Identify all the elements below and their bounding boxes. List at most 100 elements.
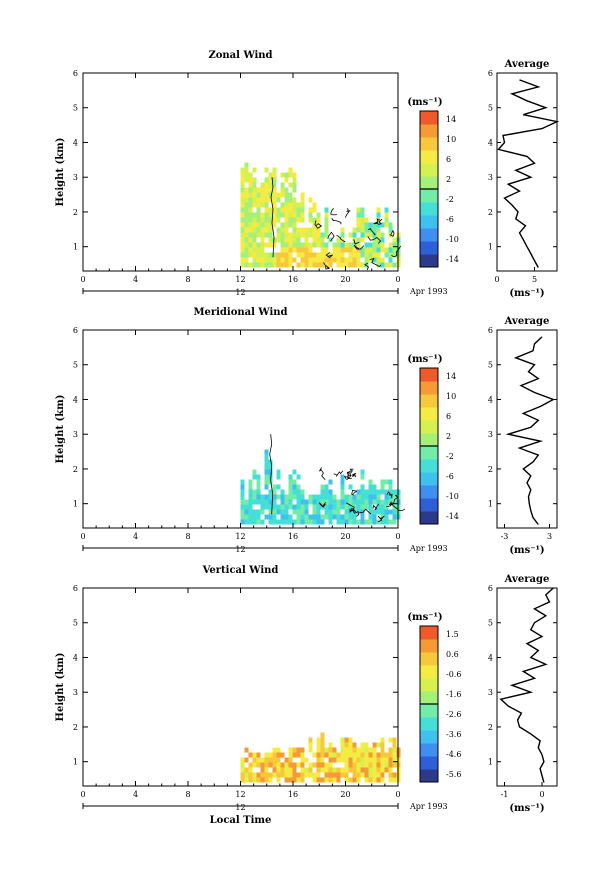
heatmap-cell xyxy=(264,197,269,203)
colorbar-tick-label: -2.6 xyxy=(446,710,461,719)
heatmap-cell xyxy=(356,519,361,525)
heatmap-cell xyxy=(276,752,281,758)
heatmap-cell xyxy=(292,519,297,525)
heatmap-cell xyxy=(328,509,333,515)
colorbar-segment xyxy=(420,163,438,177)
heatmap-cell xyxy=(268,187,273,193)
heatmap-cell xyxy=(328,742,333,748)
heatmap-cell xyxy=(356,752,361,758)
y-axis-label: Height (km) xyxy=(55,395,66,464)
heatmap-cell xyxy=(344,247,349,253)
heatmap-cell xyxy=(356,747,361,753)
heatmap-cell xyxy=(252,217,257,223)
heatmap-cell xyxy=(240,479,245,485)
y-tick-label: 1 xyxy=(73,500,78,509)
heatmap-cell xyxy=(332,242,337,248)
heatmap-cell xyxy=(248,197,253,203)
x-tick-label: 8 xyxy=(185,790,190,799)
heatmap-cell xyxy=(260,257,265,263)
heatmap-cell xyxy=(376,489,381,495)
heatmap-cell xyxy=(340,767,345,773)
heatmap-cell xyxy=(268,217,273,223)
heatmap-cell xyxy=(380,757,385,763)
heatmap-cell xyxy=(280,262,285,268)
heatmap-cell xyxy=(240,777,245,783)
heatmap-cell xyxy=(356,217,361,223)
heatmap-cell xyxy=(340,262,345,268)
contour-line xyxy=(372,503,380,511)
heatmap-cell xyxy=(268,252,273,258)
colorbar-segment xyxy=(420,704,438,718)
heatmap-cell xyxy=(356,227,361,233)
heatmap-cell xyxy=(260,192,265,198)
heatmap-cell xyxy=(264,217,269,223)
heatmap-cell xyxy=(380,247,385,253)
heatmap-cell xyxy=(272,752,277,758)
heatmap-cell xyxy=(280,499,285,505)
heatmap-cell xyxy=(284,777,289,783)
heatmap-cell xyxy=(380,484,385,490)
heatmap-cell xyxy=(272,519,277,525)
heatmap-cell xyxy=(268,197,273,203)
heatmap-cell xyxy=(288,262,293,268)
heatmap-cell xyxy=(288,514,293,520)
heatmap-cell xyxy=(268,474,273,480)
heatmap-cell xyxy=(284,519,289,525)
y-tick-label: 4 xyxy=(73,653,78,662)
heatmap-cell xyxy=(372,519,377,525)
heatmap-cell xyxy=(292,494,297,500)
heatmap-cell xyxy=(348,757,353,763)
heatmap-cell xyxy=(348,514,353,520)
x-tick-label: 8 xyxy=(185,275,190,284)
heatmap-cell xyxy=(284,187,289,193)
heatmap-cell xyxy=(316,514,321,520)
colorbar-segment xyxy=(420,691,438,705)
heatmap-cell xyxy=(260,212,265,218)
heatmap-cell xyxy=(356,504,361,510)
contour-line xyxy=(353,244,365,250)
heatmap-cell xyxy=(332,747,337,753)
colorbar-segment xyxy=(420,626,438,640)
heatmap-cell xyxy=(328,747,333,753)
heatmap-cell xyxy=(244,757,249,763)
profile-x-tick-label: 0 xyxy=(539,790,544,799)
heatmap-cell xyxy=(368,747,373,753)
heatmap-cell xyxy=(252,514,257,520)
colorbar-segment xyxy=(420,189,438,203)
heatmap-cell xyxy=(280,207,285,213)
contour-line xyxy=(364,262,369,271)
colorbar-segment xyxy=(420,459,438,473)
heatmap-cell xyxy=(268,504,273,510)
heatmap-cell xyxy=(336,509,341,515)
heatmap-cell xyxy=(256,479,261,485)
profile-y-tick-label: 6 xyxy=(488,69,493,78)
heatmap-cell xyxy=(384,262,389,268)
x-tick-label: 12 xyxy=(235,532,245,541)
heatmap-cell xyxy=(256,227,261,233)
heatmap-cell xyxy=(292,469,297,475)
heatmap-cell xyxy=(280,509,285,515)
heatmap-cell xyxy=(288,167,293,173)
heatmap-cell xyxy=(300,202,305,208)
contour-lines xyxy=(269,434,406,523)
profile-frame xyxy=(496,329,558,529)
heatmap-cell xyxy=(316,757,321,763)
heatmap-cell xyxy=(344,777,349,783)
y-axis-label: Height (km) xyxy=(55,138,66,207)
heatmap-cell xyxy=(384,519,389,525)
heatmap-cell xyxy=(324,752,329,758)
heatmap-cell xyxy=(356,207,361,213)
heatmap-cell xyxy=(272,504,277,510)
heatmap-cell xyxy=(360,474,365,480)
heatmap-cell xyxy=(292,772,297,778)
heatmap-cell xyxy=(288,474,293,480)
heatmap-cell xyxy=(364,494,369,500)
heatmap-cell xyxy=(368,509,373,515)
heatmap-cell xyxy=(344,514,349,520)
heatmap-cell xyxy=(372,747,377,753)
heatmap-cell xyxy=(324,499,329,505)
heatmap-cell xyxy=(320,742,325,748)
heatmap-cell xyxy=(252,752,257,758)
heatmap-cell xyxy=(308,742,313,748)
heatmap-cell xyxy=(384,757,389,763)
